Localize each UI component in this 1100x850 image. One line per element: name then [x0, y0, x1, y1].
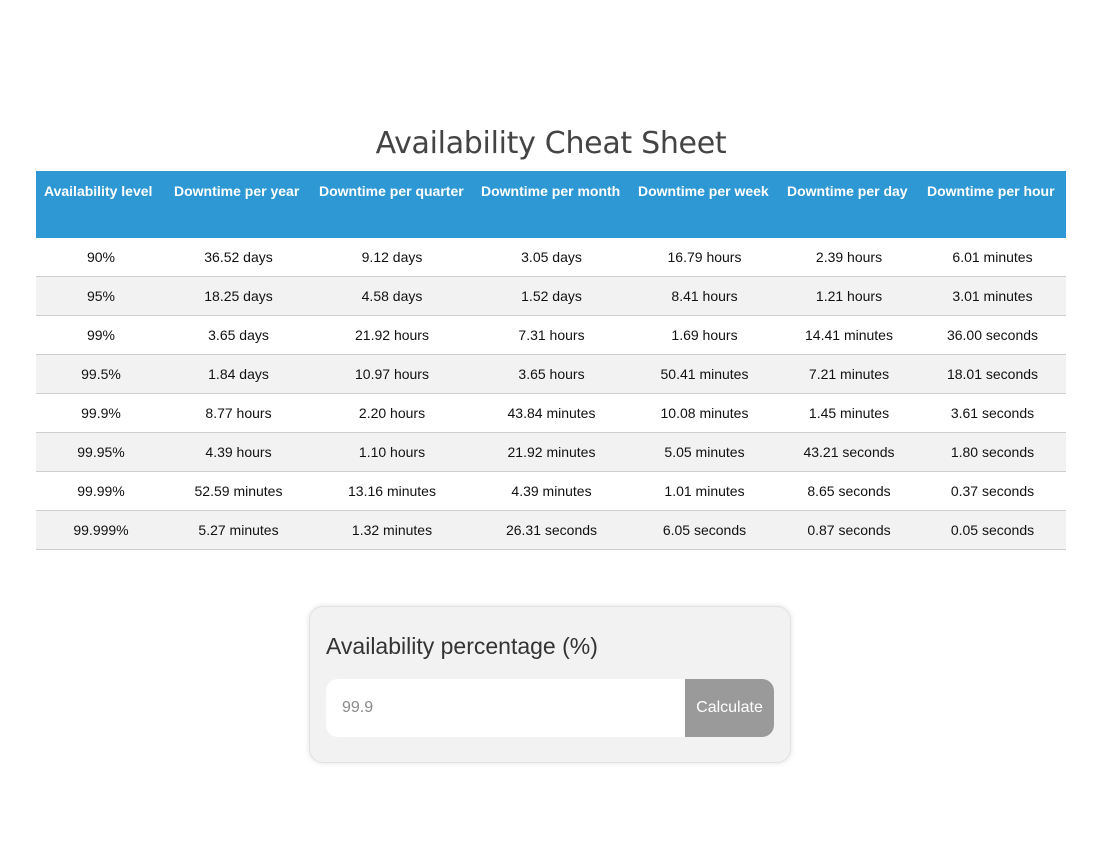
table-row: 99.95% 4.39 hours 1.10 hours 21.92 minut… [36, 432, 1066, 472]
cell-downtime-year: 4.39 hours [166, 432, 311, 472]
cell-downtime-week: 10.08 minutes [630, 393, 779, 433]
cell-downtime-week: 50.41 minutes [630, 354, 779, 394]
cell-downtime-year: 36.52 days [166, 238, 311, 277]
cell-downtime-day: 2.39 hours [779, 238, 919, 277]
cell-availability-level: 99.95% [36, 432, 166, 472]
cell-downtime-day: 1.45 minutes [779, 393, 919, 433]
table-header-row: Availability level Downtime per year Dow… [36, 171, 1066, 238]
cell-downtime-quarter: 4.58 days [311, 276, 473, 316]
availability-percentage-input[interactable] [326, 679, 685, 737]
table-row: 90% 36.52 days 9.12 days 3.05 days 16.79… [36, 238, 1066, 277]
cell-downtime-year: 52.59 minutes [166, 471, 311, 511]
cell-downtime-quarter: 21.92 hours [311, 315, 473, 355]
cell-downtime-month: 4.39 minutes [473, 471, 630, 511]
cell-downtime-day: 0.87 seconds [779, 510, 919, 550]
cell-downtime-month: 43.84 minutes [473, 393, 630, 433]
table-row: 95% 18.25 days 4.58 days 1.52 days 8.41 … [36, 276, 1066, 316]
cell-downtime-month: 7.31 hours [473, 315, 630, 355]
cell-downtime-hour: 18.01 seconds [919, 354, 1066, 394]
cell-downtime-hour: 1.80 seconds [919, 432, 1066, 472]
cell-downtime-month: 3.05 days [473, 238, 630, 277]
cell-downtime-week: 1.01 minutes [630, 471, 779, 511]
cell-downtime-year: 1.84 days [166, 354, 311, 394]
availability-calculator: Availability percentage (%) Calculate [309, 606, 791, 763]
cell-availability-level: 99.99% [36, 471, 166, 511]
cell-downtime-hour: 36.00 seconds [919, 315, 1066, 355]
cell-downtime-month: 3.65 hours [473, 354, 630, 394]
cell-availability-level: 95% [36, 276, 166, 316]
calculate-button[interactable]: Calculate [685, 679, 774, 737]
cell-downtime-year: 5.27 minutes [166, 510, 311, 550]
cell-downtime-month: 21.92 minutes [473, 432, 630, 472]
availability-percentage-label: Availability percentage (%) [326, 633, 598, 659]
cell-downtime-week: 5.05 minutes [630, 432, 779, 472]
cell-downtime-week: 6.05 seconds [630, 510, 779, 550]
header-downtime-per-year: Downtime per year [166, 171, 311, 238]
cell-downtime-quarter: 1.32 minutes [311, 510, 473, 550]
cell-downtime-quarter: 13.16 minutes [311, 471, 473, 511]
cell-downtime-quarter: 2.20 hours [311, 393, 473, 433]
cell-downtime-hour: 3.01 minutes [919, 276, 1066, 316]
cell-availability-level: 90% [36, 238, 166, 277]
cell-downtime-year: 18.25 days [166, 276, 311, 316]
cell-downtime-quarter: 9.12 days [311, 238, 473, 277]
page-title: Availability Cheat Sheet [375, 126, 727, 161]
table-row: 99.5% 1.84 days 10.97 hours 3.65 hours 5… [36, 354, 1066, 394]
header-downtime-per-week: Downtime per week [630, 171, 779, 238]
cell-downtime-month: 1.52 days [473, 276, 630, 316]
table-row: 99.999% 5.27 minutes 1.32 minutes 26.31 … [36, 510, 1066, 550]
cell-downtime-hour: 0.37 seconds [919, 471, 1066, 511]
cell-downtime-hour: 6.01 minutes [919, 238, 1066, 277]
header-downtime-per-month: Downtime per month [473, 171, 630, 238]
table-row: 99% 3.65 days 21.92 hours 7.31 hours 1.6… [36, 315, 1066, 355]
cell-availability-level: 99.5% [36, 354, 166, 394]
header-downtime-per-day: Downtime per day [779, 171, 919, 238]
header-downtime-per-hour: Downtime per hour [919, 171, 1066, 238]
header-downtime-per-quarter: Downtime per quarter [311, 171, 473, 238]
table-row: 99.9% 8.77 hours 2.20 hours 43.84 minute… [36, 393, 1066, 433]
cell-downtime-week: 8.41 hours [630, 276, 779, 316]
cell-availability-level: 99.999% [36, 510, 166, 550]
cell-downtime-quarter: 1.10 hours [311, 432, 473, 472]
table-row: 99.99% 52.59 minutes 13.16 minutes 4.39 … [36, 471, 1066, 511]
cell-downtime-day: 14.41 minutes [779, 315, 919, 355]
cell-downtime-hour: 3.61 seconds [919, 393, 1066, 433]
availability-table: Availability level Downtime per year Dow… [36, 171, 1066, 550]
cell-downtime-quarter: 10.97 hours [311, 354, 473, 394]
cell-downtime-day: 8.65 seconds [779, 471, 919, 511]
cell-availability-level: 99% [36, 315, 166, 355]
cell-downtime-month: 26.31 seconds [473, 510, 630, 550]
cell-availability-level: 99.9% [36, 393, 166, 433]
cell-downtime-hour: 0.05 seconds [919, 510, 1066, 550]
cell-downtime-year: 8.77 hours [166, 393, 311, 433]
cell-downtime-week: 1.69 hours [630, 315, 779, 355]
cell-downtime-day: 43.21 seconds [779, 432, 919, 472]
header-availability-level: Availability level [36, 171, 166, 238]
cell-downtime-day: 1.21 hours [779, 276, 919, 316]
cell-downtime-week: 16.79 hours [630, 238, 779, 277]
cell-downtime-day: 7.21 minutes [779, 354, 919, 394]
cell-downtime-year: 3.65 days [166, 315, 311, 355]
